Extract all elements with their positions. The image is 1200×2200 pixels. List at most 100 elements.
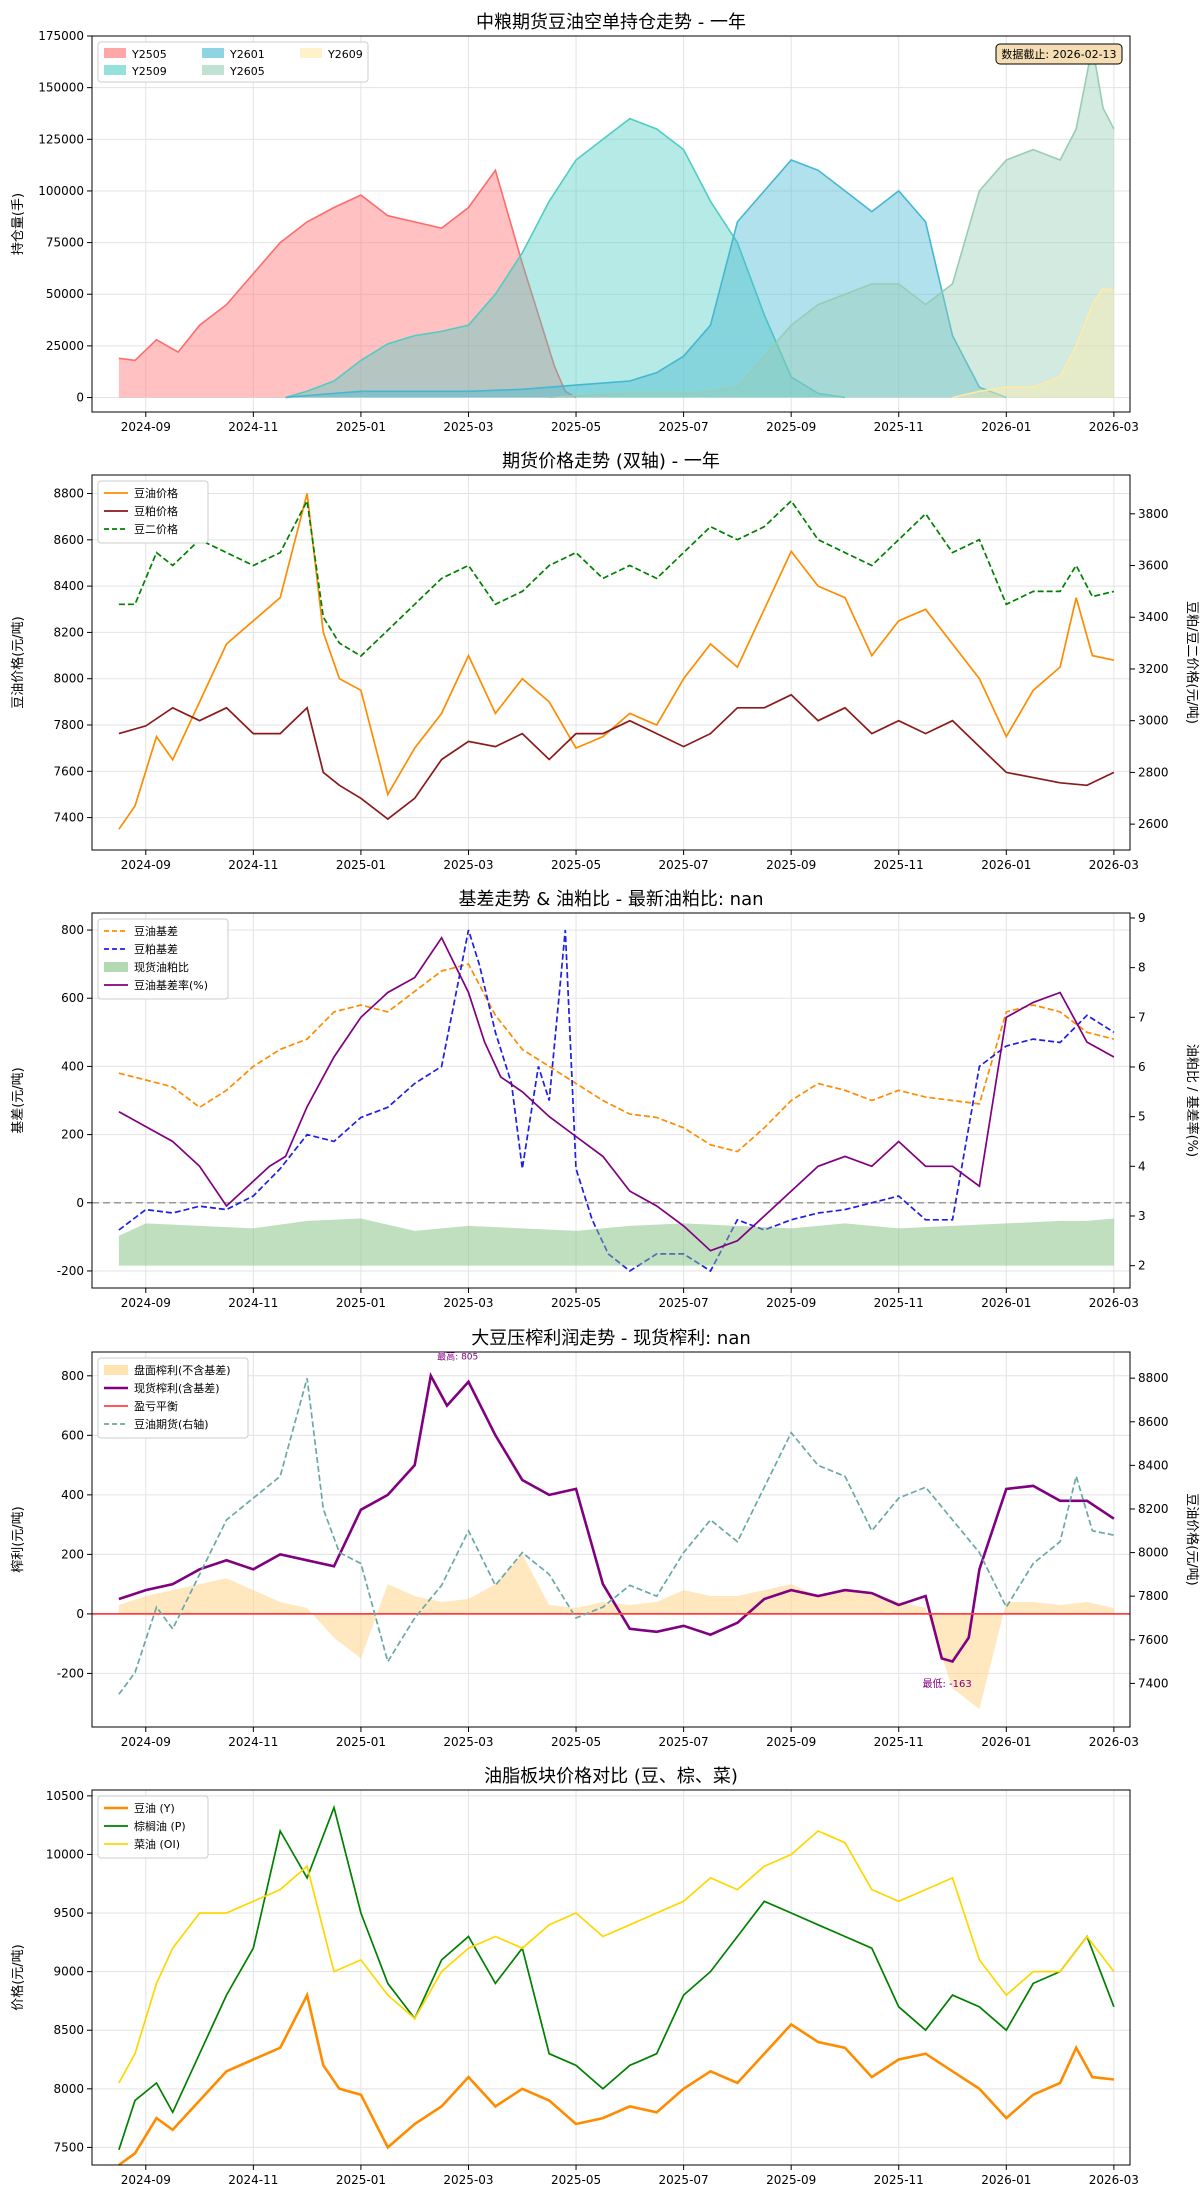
y-axis-label: 基差(元/吨) (11, 1067, 26, 1134)
chart-title: 基差走势 & 油粕比 - 最新油粕比: nan (458, 889, 763, 910)
data-cutoff-label: 数据截止: 2026-02-13 (1001, 47, 1116, 61)
legend-box (97, 480, 209, 544)
x-tick-label: 2025-01 (336, 420, 386, 434)
chart-panel-1: 2024-09 2024-11 2025-01 2025-03 2025-05 2025-… (11, 12, 1139, 434)
legend-label: 现货榨利(含基差) (134, 1381, 220, 1395)
y-tick-label: 600 (61, 991, 84, 1005)
y-tick-label: 8600 (53, 533, 84, 547)
series-豆油基差率(%)-line (118, 936, 1115, 1252)
legend-label: Y2601 (229, 48, 265, 61)
chart-panel-5: 2024-09 2024-11 2025-01 2025-03 2025-05 2025-… (10, 1766, 1139, 2187)
legend-box (97, 1357, 249, 1439)
legend-swatch (104, 1365, 128, 1375)
y-tick-label: 8400 (53, 579, 84, 593)
y-right-tick-label: 5 (1138, 1110, 1146, 1124)
y-tick-label: 50000 (46, 287, 84, 301)
x-tick-label: 2025-05 (551, 1296, 601, 1310)
x-tick-label: 2025-07 (659, 1296, 709, 1310)
y-right-tick-label: 3600 (1138, 559, 1169, 573)
y-tick-label: 8000 (53, 2082, 84, 2096)
series-Y2605-area (549, 46, 1114, 398)
y-tick-label: 10500 (46, 1789, 84, 1803)
legend-label: Y2609 (327, 48, 363, 61)
x-tick-label: 2025-09 (766, 858, 816, 872)
y-tick-label: 8000 (53, 672, 84, 686)
x-tick-label: 2025-05 (551, 858, 601, 872)
y-tick-label: 0 (76, 1607, 84, 1621)
x-tick-label: 2025-05 (551, 1735, 601, 1749)
series-Y2601-line (285, 159, 1007, 399)
x-tick-label: 2024-11 (228, 858, 278, 872)
y-right-tick-label: 7600 (1138, 1633, 1169, 1647)
x-tick-label: 2025-11 (874, 420, 924, 434)
y-tick-label: 150000 (38, 81, 84, 95)
y-tick-label: 7500 (53, 2140, 84, 2154)
y-right-tick-label: 3000 (1138, 714, 1169, 728)
y-tick-label: 125000 (38, 132, 84, 146)
x-tick-label: 2026-01 (981, 2173, 1031, 2187)
y-right-tick-label: 3800 (1138, 507, 1169, 521)
y-axis-label: 豆油价格(元/吨) (10, 616, 26, 709)
y-right-tick-label: 8 (1138, 961, 1146, 975)
min-annotation: 最低: -163 (923, 1677, 972, 1690)
series-棕榈油 (P)-line (118, 1804, 1115, 2151)
y-tick-label: -200 (57, 1666, 84, 1680)
x-tick-label: 2025-03 (443, 858, 493, 872)
y-axis-label: 持仓量(手) (11, 193, 26, 255)
x-tick-label: 2025-09 (766, 2173, 816, 2187)
x-tick-label: 2025-09 (766, 1735, 816, 1749)
y-tick-label: 800 (61, 1369, 84, 1383)
legend-label: 现货油粕比 (134, 960, 189, 974)
series-Y2609-area (952, 288, 1114, 398)
legend-label: 豆粕基差 (134, 942, 178, 956)
y-tick-label: 9000 (53, 1965, 84, 1979)
x-tick-label: 2024-09 (121, 1296, 171, 1310)
x-tick-label: 2025-01 (336, 2173, 386, 2187)
x-tick-label: 2025-07 (659, 1735, 709, 1749)
y-tick-label: 10000 (46, 1847, 84, 1861)
x-tick-label: 2024-11 (228, 420, 278, 434)
x-tick-label: 2024-09 (121, 1735, 171, 1749)
series-Y2609-line (952, 287, 1115, 399)
x-tick-label: 2025-05 (551, 420, 601, 434)
x-tick-label: 2026-03 (1089, 420, 1139, 434)
y-tick-label: 7800 (53, 718, 84, 732)
x-tick-label: 2025-07 (659, 2173, 709, 2187)
x-tick-label: 2026-03 (1089, 858, 1139, 872)
plot-frame (91, 474, 1131, 851)
y-right-tick-label: 8400 (1138, 1458, 1169, 1472)
legend-label: 豆油基差率(%) (134, 978, 208, 992)
x-tick-label: 2026-01 (981, 858, 1031, 872)
legend: Y2505 Y2509 Y2601 Y2605 Y2609 (97, 41, 369, 83)
y-tick-label: 0 (76, 1196, 84, 1210)
legend-label: 菜油 (OI) (134, 1837, 180, 1851)
legend-label: Y2509 (131, 65, 167, 78)
y-right-tick-label: 2 (1138, 1259, 1146, 1273)
legend-swatch (104, 65, 126, 75)
y-tick-label: 175000 (38, 29, 84, 43)
y-tick-label: 7400 (53, 811, 84, 825)
legend-label: 棕榈油 (P) (134, 1819, 186, 1833)
y-tick-label: -200 (57, 1264, 84, 1278)
legend-label: 豆油期货(右轴) (134, 1417, 209, 1431)
legend-label: 盘面榨利(不含基差) (134, 1363, 231, 1377)
y-tick-label: 400 (61, 1059, 84, 1073)
y-right-tick-label: 8600 (1138, 1415, 1169, 1429)
series-Y2509-area (285, 118, 846, 398)
y-tick-label: 8800 (53, 487, 84, 501)
y-tick-label: 75000 (46, 236, 84, 250)
y-axis-label: 榨利(元/吨) (10, 1506, 26, 1573)
series-豆粕基差-line (118, 929, 1115, 1273)
chart-title: 大豆压榨利润走势 - 现货榨利: nan (471, 1328, 751, 1349)
x-tick-label: 2025-03 (443, 1735, 493, 1749)
max-annotation: 最高: 805 (437, 1350, 478, 1362)
y-tick-label: 8200 (53, 625, 84, 639)
x-tick-label: 2025-11 (874, 2173, 924, 2187)
x-tick-label: 2025-03 (443, 1296, 493, 1310)
y-right-tick-label: 3200 (1138, 662, 1169, 676)
x-tick-label: 2025-03 (443, 420, 493, 434)
x-tick-label: 2026-03 (1089, 1296, 1139, 1310)
series-豆油价格-line (118, 493, 1115, 830)
y-right-tick-label: 9 (1138, 911, 1146, 925)
